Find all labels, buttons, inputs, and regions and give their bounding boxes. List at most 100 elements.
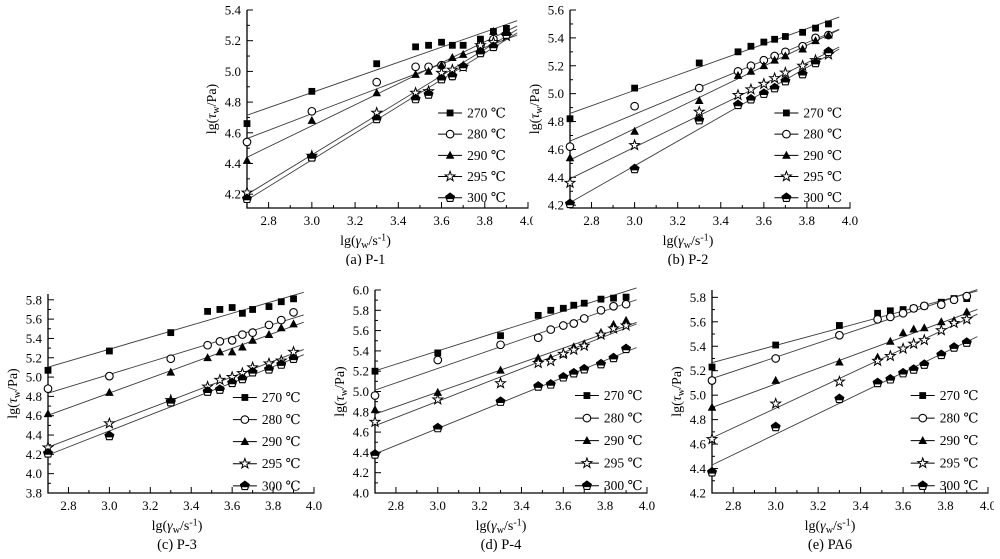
triangle-filled-marker [898,328,908,337]
circle-open-marker [962,291,972,301]
pentagon-half-marker [949,342,960,352]
legend-label: 295 ℃ [262,456,301,471]
y-tick-label: 4.6 [690,437,707,452]
legend-item: 280 ℃ [232,412,301,427]
pentagon-half-marker [371,113,382,124]
star-open-marker [238,457,252,470]
series-280℃ [707,291,972,385]
star-open-marker [871,354,884,367]
y-tick-label: 4.2 [548,198,564,213]
chart-svg-dP4: 2.8 3.0 3.2 3.4 3.6 3.8 4.0 4.0 4.2 4.4 4.6 4.8 5.0 5… [333,283,655,554]
legend: 270 ℃ 280 ℃ 290 ℃ 295 ℃ 300 ℃ [574,388,643,493]
triangle-filled-marker [835,357,844,366]
triangle-filled-marker [909,324,918,333]
pentagon-half-marker [732,99,744,110]
square-filled-marker [812,24,819,32]
y-axis-label: lg(τw/Pa) [205,83,222,134]
y-tick-label: 5.8 [353,303,369,318]
square-filled-marker [425,41,432,49]
square-filled-marker [622,293,630,301]
triangle-filled-marker [771,375,780,384]
pentagon-half-marker [872,377,883,388]
y-tick-label: 5.4 [690,339,707,354]
y-tick-label: 4.2 [690,486,706,501]
fit-line-300℃ [246,32,518,201]
series-290℃ [565,30,833,162]
x-tick-label: 2.8 [60,498,76,513]
x-axis-label: lg(γw/s-1) [340,233,391,252]
square-filled-marker [105,347,113,355]
y-tick-label: 4.4 [548,170,565,185]
triangle-filled-marker [289,319,298,328]
legend-item: 295 ℃ [574,456,643,471]
triangle-filled-marker [307,115,317,124]
pentagon-half-marker [306,152,317,162]
triangle-filled-marker [782,150,791,159]
circle-open-marker [569,319,579,328]
fit-lines [47,291,304,456]
x-axis-label: lg(γw/s-1) [152,518,203,537]
star-open-marker [594,327,608,341]
legend: 270 ℃ 280 ℃ 290 ℃ 295 ℃ 300 ℃ [438,105,506,205]
legend: 270 ℃ 280 ℃ 290 ℃ 295 ℃ 300 ℃ [774,105,842,205]
star-open-marker [494,376,507,389]
pentagon-half-marker [595,358,606,369]
triangle-filled-marker [886,336,895,345]
fit-line-295℃ [569,46,840,180]
fit-line-270℃ [711,290,978,364]
square-filled-marker [772,341,780,349]
square-filled-marker [265,303,273,310]
triangle-filled-marker [759,61,769,70]
legend: 270 ℃ 280 ℃ 290 ℃ 295 ℃ 300 ℃ [232,390,301,493]
chart-panel-p1: 2.8 3.0 3.2 3.4 3.6 3.8 4.0 4.2 4.4 4.6 4.8 5.0 5.2 5… [193,0,533,267]
triangle-filled-marker [824,30,833,39]
triangle-filled-marker [733,70,743,79]
legend-item: 300 ℃ [574,478,643,493]
y-axis-label: lg(τw/Pa) [333,366,350,417]
square-filled-marker [412,43,419,51]
legend-label: 295 ℃ [604,456,643,471]
triangle-filled-marker [248,335,257,344]
square-filled-marker [631,84,639,92]
triangle-filled-marker [920,323,929,332]
series-300℃ [706,337,972,477]
triangle-filled-marker [437,60,446,69]
circle-open-marker [546,325,556,334]
pentagon-half-marker [239,480,250,491]
y-tick-label: 5.6 [548,3,565,18]
pentagon-half-marker [581,480,592,490]
x-tick-label: 4.0 [520,213,533,228]
series-270℃ [371,293,630,375]
circle-open-marker [238,330,247,339]
fit-lines [374,287,637,455]
square-filled-marker [760,38,768,46]
y-tick-label: 6.0 [353,283,369,298]
y-tick-label: 4.6 [225,125,242,140]
square-filled-marker [241,394,249,401]
square-filled-marker [277,298,285,306]
x-tick-label: 3.0 [626,213,642,228]
legend-label: 295 ℃ [467,169,506,184]
x-tick-label: 4.0 [639,498,655,513]
x-tick-label: 3.4 [513,498,530,513]
fit-line-300℃ [374,347,637,455]
circle-open-marker [609,301,618,311]
triangle-filled-marker [445,150,455,159]
triangle-filled-marker [582,436,592,445]
pentagon-half-marker [288,353,299,363]
square-filled-marker [438,38,445,46]
y-tick-label: 5.2 [26,350,42,365]
triangle-filled-marker [962,307,972,316]
x-tick-label: 2.8 [725,498,741,513]
star-open-marker [907,337,921,350]
triangle-filled-marker [630,126,639,135]
x-tick-label: 3.0 [304,213,320,228]
y-tick-label: 4.4 [225,156,242,171]
pentagon-half-marker [780,75,791,86]
legend-label: 280 ℃ [604,411,643,426]
triangle-filled-marker [276,323,286,332]
triangle-filled-marker [918,436,928,445]
legend-item: 280 ℃ [774,127,842,142]
fit-line-290℃ [374,322,637,415]
triangle-filled-marker [411,69,420,78]
